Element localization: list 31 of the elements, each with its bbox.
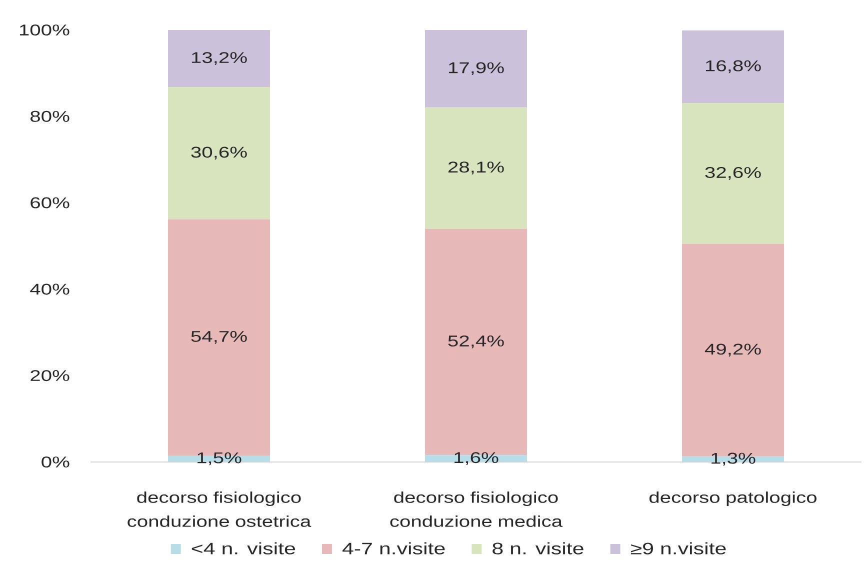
- data-label: 32,6%: [705, 167, 761, 180]
- data-label: 30,6%: [191, 146, 247, 160]
- bar: [424, 30, 528, 108]
- data-label: 28,1%: [448, 162, 504, 174]
- legend-label: ≥9 n.visite: [630, 542, 726, 554]
- data-label: 1,6%: [454, 452, 498, 465]
- data-label: 16,8%: [706, 60, 761, 74]
- legend-label: 8 n. visite: [492, 542, 584, 554]
- x-tick-label: decorso patologico: [649, 492, 816, 506]
- y-tick-label: 100%: [20, 24, 70, 36]
- bar: [682, 103, 784, 244]
- y-tick-label: 80%: [30, 110, 70, 122]
- bar: [682, 30, 784, 103]
- y-tick-label: 20%: [30, 370, 70, 382]
- legend-label: 4-7 n.visite: [342, 542, 445, 554]
- data-label: 13,2%: [192, 52, 247, 65]
- data-label: 1,3%: [712, 452, 756, 466]
- data-label: 49,2%: [704, 344, 761, 357]
- y-tick-label: 0%: [42, 456, 70, 468]
- x-tick-label: decorso fisiologico conduzione medica: [390, 492, 563, 527]
- y-tick-label: 60%: [30, 197, 70, 208]
- bar: [168, 30, 270, 88]
- bar: [424, 107, 528, 229]
- bar: [168, 87, 270, 220]
- y-tick-label: 40%: [30, 284, 70, 295]
- data-label: 54,7%: [191, 330, 247, 344]
- data-label: 17,9%: [448, 62, 504, 76]
- x-tick-label: decorso fisiologico conduzione ostetrica: [128, 492, 312, 527]
- data-label: 1,5%: [198, 452, 242, 466]
- data-label: 52,4%: [448, 336, 504, 348]
- legend-label: <4 n. visite: [192, 542, 296, 554]
